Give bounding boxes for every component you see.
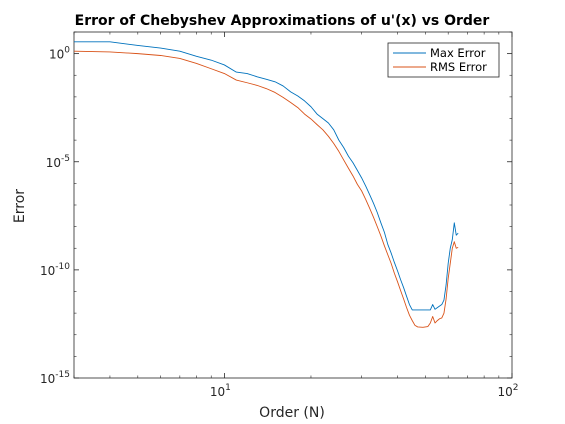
plot-area [73,31,513,379]
x-axis: 101 102 [73,32,519,399]
y-axis: 100 10-5 10-10 10-15 [40,31,512,386]
y-tick-label: 10-10 [40,262,70,278]
x-tick-label: 102 [497,383,518,399]
y-tick-label: 10-15 [40,370,70,386]
x-tick-label: 101 [210,383,231,399]
x-axis-label: Order (N) [259,405,325,421]
y-axis-label: Error [12,189,28,223]
series-line-2 [74,50,459,328]
series-line-1 [74,41,459,311]
legend-box [387,42,500,78]
legend-label-2: RMS Error [430,60,487,74]
legend-label-1: Max Error [430,46,486,60]
chart-title: Error of Chebyshev Approximations of u'(… [75,13,490,29]
y-tick-label: 100 [49,46,70,62]
axes-box [73,31,513,379]
y-tick-label: 10-5 [46,154,70,170]
